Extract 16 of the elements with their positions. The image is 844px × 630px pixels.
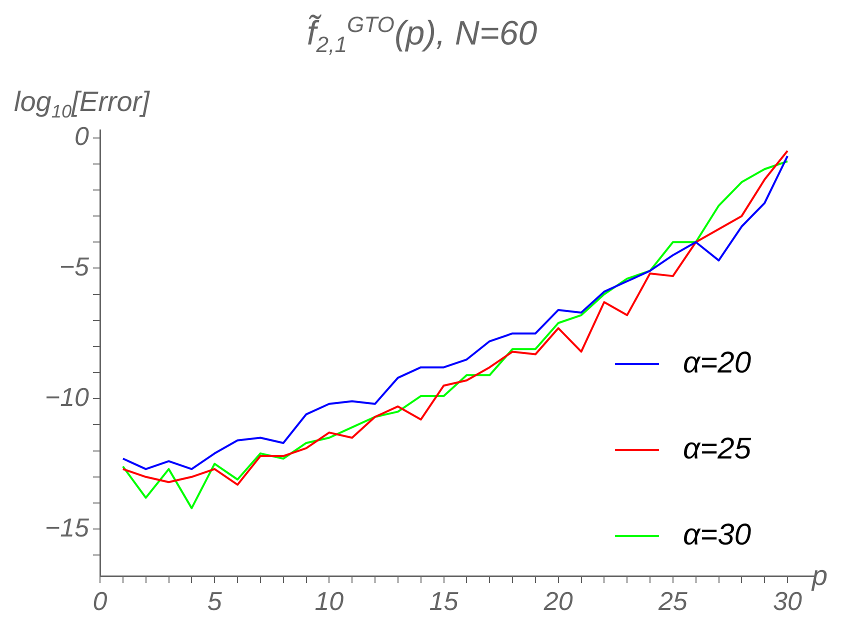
legend-label: α=25 bbox=[683, 432, 752, 466]
x-tick-label: 15 bbox=[429, 586, 459, 616]
legend-label: α=20 bbox=[683, 346, 752, 380]
y-tick-label: −5 bbox=[59, 251, 90, 282]
legend-label: α=30 bbox=[683, 518, 752, 552]
y-tick-label: −10 bbox=[44, 382, 90, 412]
y-tick-label: 0 bbox=[74, 121, 90, 152]
x-tick-label: 30 bbox=[773, 586, 802, 616]
x-tick-label: 10 bbox=[314, 586, 344, 616]
chart-title: f̃$_{2,1}$$^{GTO}$(p), N=60 bbox=[306, 12, 538, 58]
x-tick-label: 25 bbox=[657, 586, 688, 616]
x-tick-label: 5 bbox=[207, 586, 222, 616]
y-axis-title: log$_{10}$[Error] bbox=[14, 86, 150, 123]
y-tick-label: −15 bbox=[44, 512, 90, 542]
x-axis-title: p bbox=[812, 560, 828, 592]
x-tick-label: 20 bbox=[542, 586, 574, 616]
